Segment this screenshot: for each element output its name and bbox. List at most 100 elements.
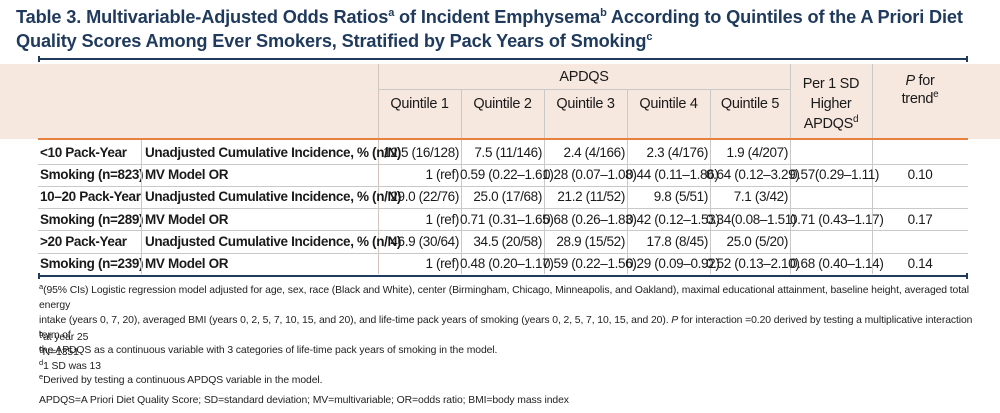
col-divider	[378, 64, 379, 274]
cell-quintile-3: 21.2 (11/52)	[557, 189, 625, 205]
cell-per-sd: 0.71 (0.43–1.17)	[790, 211, 884, 227]
cell-quintile-3: 2.4 (4/166)	[563, 145, 626, 160]
cell-quintile-4: 0.42 (0.12–1.53)	[626, 211, 720, 227]
row-measure-label: MV Model OR	[145, 211, 229, 227]
cell-quintile-1: 1 (ref)	[425, 256, 459, 271]
table-title: Table 3. Multivariable-Adjusted Odds Rat…	[16, 5, 991, 53]
cell-quintile-4: 17.8 (8/45)	[646, 233, 709, 249]
footnote-a-line1: (95% CIs) Logistic regression model adju…	[39, 285, 969, 311]
row-measure-label: Unadjusted Cumulative Incidence, % (n/N)	[145, 189, 402, 205]
header-per-sd-sup: d	[853, 114, 859, 125]
row-group-label: Smoking (n=823)	[40, 167, 144, 183]
row-divider	[38, 252, 968, 254]
col-divider	[141, 140, 142, 274]
row-divider	[38, 208, 968, 210]
cell-ptrend: 0.14	[907, 256, 933, 271]
col-divider	[627, 89, 628, 274]
cell-quintile-5: 7.1 (3/42)	[733, 189, 789, 205]
bottom-rule	[38, 273, 968, 279]
cell-quintile-2: 34.5 (20/58)	[473, 233, 542, 249]
cell-quintile-5: 0.34(0.08–1.51)	[706, 211, 797, 227]
top-rule-cap-right	[966, 56, 968, 62]
header-per-sd-line2: Higher	[810, 96, 852, 112]
col-divider	[544, 89, 545, 274]
top-rule-cap-left	[38, 56, 40, 62]
footnote-a-marker: a	[39, 282, 44, 291]
cell-quintile-3: 28.9 (15/52)	[556, 233, 625, 249]
footnote-a-p: P	[671, 315, 679, 326]
col-divider	[872, 64, 873, 274]
cell-quintile-4: 0.29 (0.09–0.92)	[626, 256, 720, 271]
cell-per-sd: 0.57(0.29–1.11)	[790, 167, 880, 183]
cell-quintile-2: 0.48 (0.20–1.17)	[460, 256, 554, 271]
bottom-rule-cap-right	[966, 273, 968, 279]
row-group-label: >20 Pack-Year	[40, 233, 127, 249]
cell-quintile-5: 25.0 (5/20)	[726, 233, 789, 249]
title-text-1: Table 3. Multivariable-Adjusted Odds Rat…	[16, 7, 389, 27]
header-ptrend-line2: trend	[901, 91, 934, 107]
footnote-e-text: Derived by testing a continuous APDQS va…	[43, 375, 323, 386]
cell-ptrend: 0.10	[907, 167, 933, 183]
cell-quintile-2: 0.59 (0.22–1.61)	[460, 167, 554, 183]
cell-quintile-3: 0.28 (0.07–1.08)	[543, 167, 637, 183]
footnote-a: a(95% CIs) Logistic regression model adj…	[39, 283, 974, 358]
row-measure-label: MV Model OR	[145, 167, 229, 183]
footnote-c: cN=1351	[39, 345, 79, 360]
col-divider	[790, 64, 791, 274]
cell-quintile-4: 9.8 (5/51)	[653, 189, 709, 205]
header-quintile-3: Quintile 3	[556, 96, 615, 112]
apdqs-underline	[378, 89, 790, 90]
footnote-a-line3: the APDQS as a continuous variable with …	[39, 345, 498, 356]
row-group-label: Smoking (n=239)	[40, 256, 144, 271]
cell-quintile-4: 2.3 (4/176)	[646, 145, 709, 160]
bottom-rule-cap-left	[38, 273, 40, 279]
header-per-sd-line1: Per 1 SD	[802, 76, 860, 92]
footnote-a-line2-rest: for interaction =0.20 derived by testing…	[39, 315, 973, 341]
footnote-e-marker: e	[39, 372, 44, 381]
row-group-label: 10–20 Pack-Year	[40, 189, 141, 205]
row-divider	[38, 185, 968, 187]
title-sup-a: a	[388, 7, 395, 19]
cell-quintile-1: 29.0 (22/76)	[390, 189, 459, 205]
header-per-sd-line3: APDQS	[803, 116, 854, 132]
footnote-e: eDerived by testing a continuous APDQS v…	[39, 372, 323, 388]
header-quintile-4: Quintile 4	[639, 96, 698, 112]
footnote-d: d1 SD was 13	[39, 359, 101, 374]
cell-ptrend: 0.17	[907, 211, 933, 227]
cell-quintile-1: 12.5 (16/128)	[383, 145, 459, 160]
header-background	[0, 64, 1000, 139]
footnote-a-line2: intake (years 0, 7, 20), averaged BMI (y…	[39, 315, 672, 326]
row-measure-label: Unadjusted Cumulative Incidence, % (n/N)	[145, 233, 402, 249]
header-ptrend: P for trende	[872, 72, 968, 108]
row-measure-label: MV Model OR	[145, 256, 229, 271]
row-group-label: Smoking (n=289)	[40, 211, 144, 227]
row-divider	[38, 163, 968, 165]
header-ptrend-sup: e	[933, 89, 939, 100]
cell-quintile-3: 0.68 (0.26–1.83)	[543, 211, 637, 227]
header-ptrend-p: P	[905, 73, 915, 89]
cell-quintile-2: 25.0 (17/68)	[473, 189, 542, 205]
cell-quintile-1: 1 (ref)	[425, 167, 459, 183]
footnote-b-marker: b	[39, 329, 44, 338]
header-orange-rule	[38, 138, 968, 140]
footnote-c-text: N=1351	[42, 347, 79, 358]
row-measure-label: Unadjusted Cumulative Incidence, % (n/N)	[145, 145, 402, 160]
footnote-d-marker: d	[39, 358, 44, 367]
cell-quintile-2: 7.5 (11/146)	[474, 145, 542, 160]
col-divider	[461, 89, 462, 274]
cell-quintile-5: 1.9 (4/207)	[726, 145, 789, 160]
footnote-b: bat year 25	[39, 330, 88, 345]
cell-quintile-1: 1 (ref)	[425, 211, 459, 227]
title-text-2: of Incident Emphysema	[394, 7, 601, 27]
header-quintile-1: Quintile 1	[390, 96, 449, 112]
cell-quintile-3: 0.59 (0.22–1.56)	[543, 256, 637, 271]
row-group-label: <10 Pack-Year	[40, 145, 127, 160]
footnote-c-marker: c	[39, 344, 43, 353]
header-quintile-2: Quintile 2	[473, 96, 532, 112]
cell-per-sd: 0.68 (0.40–1.14)	[790, 256, 884, 271]
header-ptrend-for: for	[914, 73, 935, 89]
title-text-3: According to Quintiles of the A Priori D…	[16, 7, 963, 51]
header-quintile-5: Quintile 5	[720, 96, 780, 112]
col-divider	[710, 89, 711, 274]
title-sup-b: b	[600, 7, 607, 19]
